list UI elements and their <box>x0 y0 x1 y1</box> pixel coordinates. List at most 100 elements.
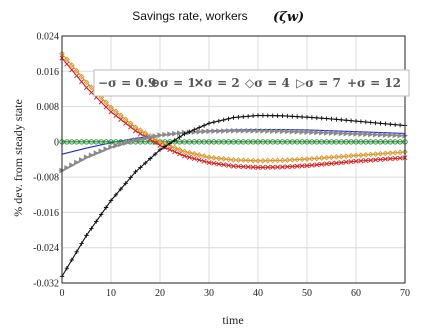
marker-plus <box>265 113 270 118</box>
marker-circle <box>191 139 197 145</box>
marker-plus <box>138 165 143 170</box>
marker-triangle <box>216 128 222 134</box>
marker-plus <box>334 117 339 122</box>
marker-plus <box>285 113 290 119</box>
marker-circle <box>294 139 300 145</box>
marker-triangle <box>245 127 252 134</box>
marker-triangle <box>299 129 306 135</box>
marker-triangle <box>128 138 134 145</box>
marker-plus <box>123 181 128 186</box>
marker-triangle <box>328 130 335 136</box>
series-5 <box>59 113 408 279</box>
marker-x <box>123 120 129 126</box>
marker-plus <box>295 114 300 119</box>
marker-triangle <box>382 132 389 138</box>
x-tick-label: 10 <box>106 288 116 299</box>
tick-labels: 0 10 20 30 40 50 60 70 -0.032 -0.024 -0.016 -0.008 0… <box>33 32 410 300</box>
marker-x <box>226 162 232 168</box>
marker-x <box>314 162 320 168</box>
marker-plus <box>378 121 383 126</box>
marker-diamond <box>333 154 340 160</box>
marker-plus <box>143 160 148 166</box>
marker-circle <box>245 139 251 145</box>
marker-x <box>382 156 388 162</box>
marker-circle <box>368 139 374 145</box>
marker-circle <box>372 139 379 145</box>
plot-frame <box>61 35 406 284</box>
y-tick-label: 0 <box>54 137 59 148</box>
marker-diamond <box>98 94 105 101</box>
marker-diamond <box>78 73 85 80</box>
marker-circle <box>338 139 344 145</box>
marker-plus <box>353 118 359 124</box>
marker-x <box>152 139 158 145</box>
marker-diamond <box>122 116 129 123</box>
legend-entry-0: −σ = 0.9 <box>98 76 156 90</box>
marker-triangle <box>201 128 208 135</box>
marker-circle <box>206 139 212 145</box>
marker-circle <box>358 139 364 145</box>
legend-entry-1: ⊖σ = 1 <box>150 76 196 90</box>
marker-triangle <box>69 162 75 169</box>
marker-diamond <box>348 153 354 159</box>
marker-plus <box>250 113 256 119</box>
marker-triangle <box>235 127 242 134</box>
marker-x <box>221 162 227 168</box>
chart-title-symbol: (ζw) <box>273 10 304 25</box>
marker-diamond <box>279 157 286 164</box>
marker-triangle <box>265 128 271 134</box>
marker-circle <box>196 139 202 145</box>
marker-x <box>294 163 300 169</box>
marker-diamond <box>362 151 369 158</box>
marker-triangle <box>353 131 360 137</box>
marker-circle <box>83 139 90 145</box>
marker-x <box>69 67 75 73</box>
marker-triangle <box>172 130 178 137</box>
marker-circle <box>235 139 242 145</box>
marker-diamond <box>88 84 95 91</box>
marker-diamond <box>176 146 183 153</box>
marker-circle <box>201 139 207 145</box>
marker-x <box>309 162 315 168</box>
marker-diamond <box>392 149 399 156</box>
marker-x <box>387 156 393 162</box>
marker-circle <box>333 139 340 145</box>
marker-diamond <box>201 153 207 159</box>
marker-circle <box>265 139 271 145</box>
marker-x <box>211 160 217 166</box>
marker-triangle <box>319 129 325 136</box>
marker-x <box>245 164 251 170</box>
marker-plus <box>103 205 109 210</box>
marker-plus <box>74 249 79 254</box>
marker-diamond <box>196 152 203 158</box>
x-tick-label: 0 <box>60 288 65 299</box>
marker-plus <box>344 118 349 123</box>
marker-triangle <box>304 129 311 136</box>
marker-diamond <box>313 155 320 162</box>
marker-diamond <box>284 157 291 163</box>
marker-diamond <box>299 156 305 163</box>
marker-plus <box>324 116 329 121</box>
marker-x <box>196 157 202 163</box>
series-1 <box>59 139 408 145</box>
legend-box <box>93 69 410 97</box>
marker-x <box>324 161 330 167</box>
marker-x <box>64 61 70 67</box>
legend-entry-3: ◇σ = 4 <box>245 76 290 90</box>
marker-plus <box>94 219 99 224</box>
marker-circle <box>289 139 295 145</box>
marker-triangle <box>118 141 124 148</box>
y-tick-label: 0.008 <box>37 102 60 113</box>
marker-x <box>74 73 80 79</box>
marker-plus <box>89 226 94 231</box>
marker-x <box>328 160 335 166</box>
marker-triangle <box>255 127 262 134</box>
marker-triangle <box>333 130 340 137</box>
marker-diamond <box>83 79 90 86</box>
marker-circle <box>314 139 320 145</box>
marker-triangle <box>196 128 203 135</box>
marker-plus <box>128 175 133 180</box>
marker-circle <box>284 139 291 145</box>
y-tick-label: -0.008 <box>33 173 59 184</box>
marker-x <box>83 85 90 91</box>
